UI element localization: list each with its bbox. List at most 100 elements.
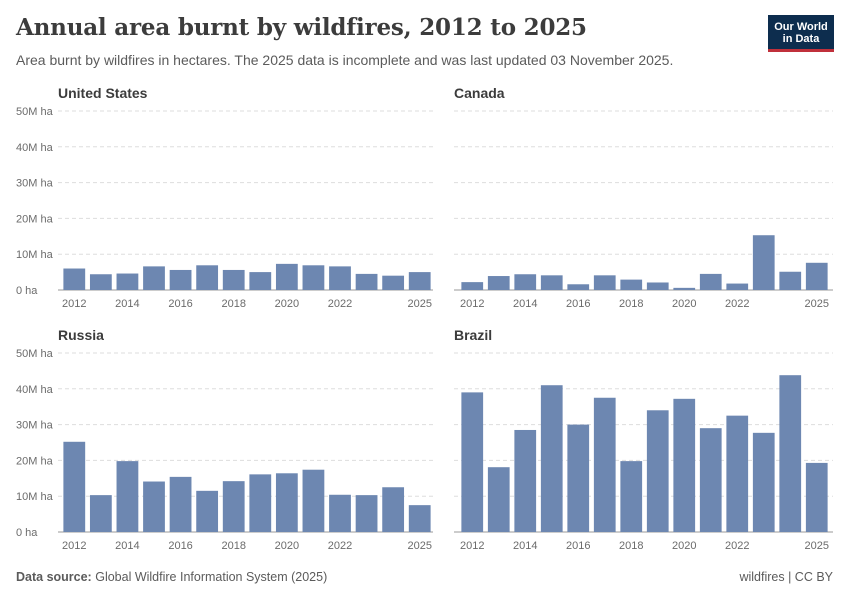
x-tick-label: 2022 <box>725 298 749 310</box>
bar-2020 <box>673 398 696 532</box>
x-tick-label: 2018 <box>619 298 643 310</box>
bar-2012 <box>63 268 86 290</box>
bar-2021 <box>302 265 325 290</box>
bar-2025 <box>805 262 828 290</box>
bar-2015 <box>143 266 165 290</box>
bar-2018 <box>620 461 643 532</box>
bar-2013 <box>89 274 112 290</box>
panel-brazil: Brazil 2012 2014 2016 2018 2020 2022 2025 <box>454 327 833 552</box>
bar-2012 <box>63 441 86 532</box>
bar-2022 <box>726 283 749 290</box>
y-tick-label: 0 ha <box>16 527 38 539</box>
bar-2017 <box>593 275 616 290</box>
bar-2023 <box>752 432 775 532</box>
bar-2017 <box>196 490 219 532</box>
bar-2017 <box>593 397 616 532</box>
bar-2020 <box>673 287 696 290</box>
bar-2022 <box>329 494 351 532</box>
x-tick-label: 2020 <box>672 298 696 310</box>
x-tick-label: 2016 <box>566 298 590 310</box>
bar-2021 <box>699 428 722 532</box>
bar-2017 <box>196 265 219 290</box>
bar-2023 <box>355 495 378 532</box>
bar-2013 <box>487 467 510 532</box>
bar-2024 <box>779 375 802 532</box>
bar-2021 <box>699 273 722 290</box>
x-tick-label: 2012 <box>62 540 86 552</box>
bar-2022 <box>329 266 351 290</box>
owid-logo[interactable]: Our World in Data <box>768 15 834 52</box>
data-source: Data source: Global Wildfire Information… <box>16 570 327 584</box>
x-tick-label: 2020 <box>275 298 299 310</box>
bar-2019 <box>646 410 669 532</box>
x-tick-label: 2022 <box>725 540 749 552</box>
y-tick-label: 10M ha <box>16 249 54 261</box>
x-tick-label: 2014 <box>115 298 139 310</box>
y-tick-label: 50M ha <box>16 106 54 118</box>
y-tick-label: 20M ha <box>16 455 54 467</box>
y-tick-label: 30M ha <box>16 178 54 190</box>
x-tick-label: 2025 <box>805 298 829 310</box>
panel-canada: Canada 2012 2014 2016 2018 2020 2022 2025 <box>454 85 833 310</box>
y-tick-label: 50M ha <box>16 348 54 360</box>
chart-title: Annual area burnt by wildfires, 2012 to … <box>16 14 587 41</box>
panel-russia: Russia 0 ha 10M ha 20M ha 30M ha 40M ha 50M ha… <box>16 327 433 552</box>
bar-2014 <box>514 429 537 532</box>
x-tick-label: 2014 <box>513 540 537 552</box>
bar-2012 <box>461 282 484 290</box>
y-tick-label: 10M ha <box>16 491 54 503</box>
panel-title: Russia <box>58 327 104 343</box>
bar-2016 <box>567 284 590 290</box>
panel-united-states: United States 0 ha 10M ha 20M ha 30M ha 40M h… <box>16 85 433 310</box>
bar-2019 <box>249 272 272 290</box>
bar-2025 <box>408 272 431 290</box>
x-tick-label: 2018 <box>619 540 643 552</box>
bar-2012 <box>461 392 484 532</box>
bar-2022 <box>726 415 749 532</box>
bar-2023 <box>752 235 775 290</box>
x-tick-label: 2025 <box>407 540 431 552</box>
bar-2021 <box>302 469 325 532</box>
bar-2013 <box>487 276 510 290</box>
x-tick-label: 2012 <box>460 298 484 310</box>
x-tick-label: 2018 <box>221 540 245 552</box>
x-tick-label: 2016 <box>566 540 590 552</box>
bar-2024 <box>382 275 405 290</box>
bar-2013 <box>89 495 112 532</box>
bar-2015 <box>540 385 563 532</box>
x-tick-label: 2016 <box>168 540 192 552</box>
x-tick-label: 2016 <box>168 298 192 310</box>
bar-2018 <box>222 481 245 532</box>
bar-2025 <box>408 505 431 532</box>
bar-2014 <box>116 273 139 290</box>
panel-title: Brazil <box>454 327 492 343</box>
x-tick-label: 2022 <box>328 298 352 310</box>
x-tick-label: 2022 <box>328 540 352 552</box>
data-source-link[interactable]: Global Wildfire Information System (2025… <box>95 570 328 584</box>
y-tick-label: 40M ha <box>16 384 54 396</box>
bar-2016 <box>567 424 590 532</box>
bar-2014 <box>116 461 139 532</box>
chart-subtitle: Area burnt by wildfires in hectares. The… <box>16 52 674 68</box>
bar-2024 <box>779 271 802 290</box>
bar-2016 <box>169 269 192 290</box>
bar-2015 <box>540 275 563 290</box>
bar-2018 <box>222 269 245 290</box>
bar-2015 <box>143 481 165 532</box>
y-tick-label: 30M ha <box>16 420 54 432</box>
bar-2024 <box>382 487 405 532</box>
x-tick-label: 2014 <box>115 540 139 552</box>
bar-2025 <box>805 462 828 532</box>
bar-2016 <box>169 476 192 532</box>
x-tick-label: 2020 <box>672 540 696 552</box>
data-source-label: Data source: <box>16 570 92 584</box>
logo-line-2: in Data <box>782 33 820 45</box>
bar-2018 <box>620 279 643 290</box>
x-tick-label: 2012 <box>62 298 86 310</box>
x-tick-label: 2025 <box>805 540 829 552</box>
y-tick-label: 40M ha <box>16 142 54 154</box>
license-text[interactable]: wildfires | CC BY <box>739 570 833 584</box>
x-tick-label: 2018 <box>221 298 245 310</box>
bar-2020 <box>275 263 298 290</box>
y-tick-label: 0 ha <box>16 285 38 297</box>
